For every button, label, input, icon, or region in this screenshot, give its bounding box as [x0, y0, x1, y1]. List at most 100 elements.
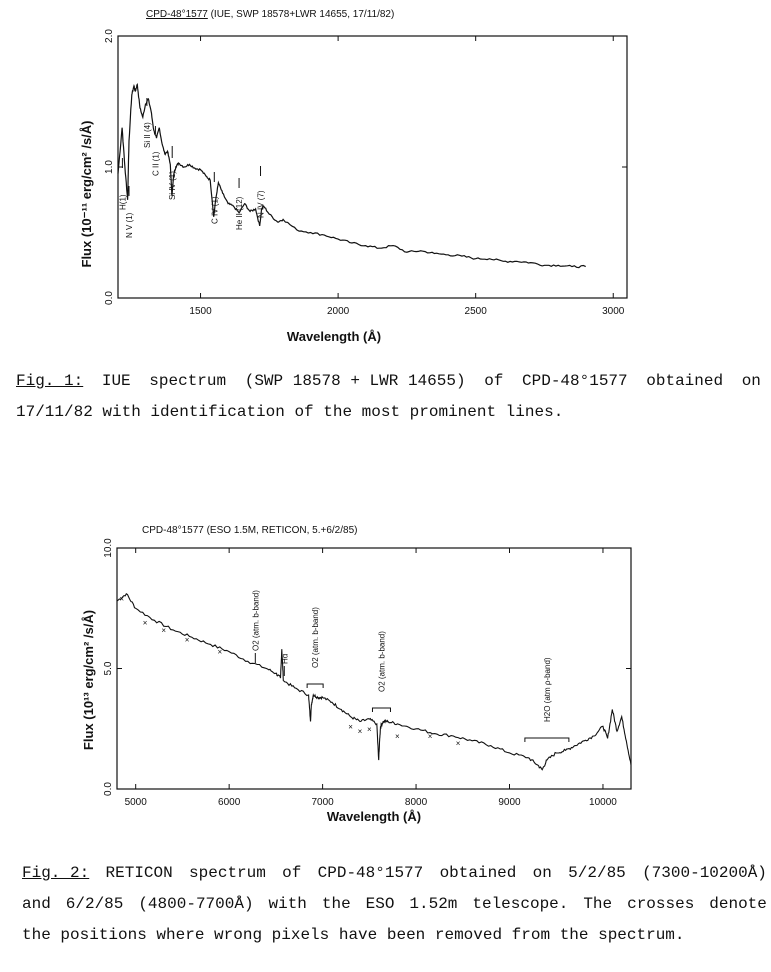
x-tick-label: 3000	[602, 306, 625, 317]
removed-pixel-cross: ×	[161, 626, 166, 635]
line-id-label: N V (1)	[125, 212, 134, 238]
fig2-title: CPD-48°1577 (ESO 1.5M, RETICON, 5.+6/2/8…	[142, 525, 357, 536]
line-id-label: Si II (4)	[143, 122, 152, 148]
line-id: N V (1)	[125, 186, 134, 238]
band-annotation: O2 (atm. b-band)	[251, 590, 260, 663]
caption-word: spectrum	[189, 864, 266, 882]
caption-word: obtained	[646, 372, 724, 390]
fig2-ticks: 5000 6000 7000 8000 9000 10000 0.0 5.0 10.0	[103, 538, 631, 808]
caption-word: IUE	[101, 372, 131, 390]
fig1-ticks: 1500 2000 2500 3000 0.0 1.0 2.0	[104, 29, 627, 317]
y-tick-label: 0.0	[103, 782, 114, 796]
band-annotation: H2O (atm ρ-band)	[524, 657, 570, 742]
x-tick-label: 2500	[465, 306, 488, 317]
x-tick-label: 7000	[311, 797, 334, 808]
band-label: Hα	[280, 653, 289, 664]
x-tick-label: 5000	[125, 797, 148, 808]
removed-pixel-cross: ×	[428, 732, 433, 741]
removed-pixel-cross: ×	[367, 725, 372, 734]
x-tick-label: 10000	[589, 797, 617, 808]
caption-word: telescope.	[472, 895, 569, 913]
caption-word: CPD-48°1577	[522, 372, 628, 390]
line-id: He II (12)	[235, 178, 244, 230]
line-id: Si IV (1)	[168, 146, 177, 200]
fig1-caption: Fig. 1: IUE spectrum (SWP 18578 + LWR 14…	[16, 366, 761, 428]
fig2-plot-frame	[116, 547, 632, 790]
caption-word: of	[282, 864, 302, 882]
caption-word: The	[583, 895, 613, 913]
fig2-caption: Fig. 2: RETICON spectrum of CPD-48°1577 …	[22, 858, 767, 951]
fig2-caption-label: Fig. 2:	[22, 864, 90, 882]
caption-word: with	[268, 895, 307, 913]
fig1-caption-label: Fig. 1:	[16, 372, 84, 390]
x-tick-label: 2000	[327, 306, 350, 317]
line-id: C IV (1)	[210, 172, 219, 224]
band-label: O2 (atm. b-band)	[311, 607, 320, 668]
band-bracket	[306, 683, 324, 688]
y-tick-label: 1.0	[104, 160, 115, 174]
removed-pixel-cross: ×	[143, 619, 148, 628]
band-annotation: O2 (atm. b-band)	[306, 607, 324, 688]
figure-2: CPD-48°1577 (ESO 1.5M, RETICON, 5.+6/2/8…	[81, 525, 632, 824]
fig1-ylabel: Flux (10⁻¹¹ erg/cm² /s/Å)	[79, 121, 94, 268]
caption-word: ESO	[365, 895, 395, 913]
removed-pixel-cross: ×	[358, 727, 363, 736]
caption-word: denote	[709, 895, 767, 913]
caption-word: crosses	[627, 895, 695, 913]
fig2-caption-line-3: the positions where wrong pixels have be…	[22, 926, 685, 944]
line-id-label: C IV (1)	[210, 196, 219, 224]
caption-word: on	[741, 372, 761, 390]
fig2-xlabel: Wavelength (Å)	[327, 809, 421, 824]
x-tick-label: 8000	[405, 797, 428, 808]
band-annotation: Hα	[280, 653, 289, 676]
line-id-label: N IV (7)	[257, 190, 266, 218]
fig2-ylabel: Flux (10¹³ erg/cm² /s/Å)	[81, 610, 96, 750]
fig2-caption-line-2: and 6/2/85 (4800-7700Å) with the ESO 1.5…	[22, 889, 767, 920]
removed-pixel-cross: ×	[456, 739, 461, 748]
line-id-label: H(1)	[118, 194, 127, 210]
caption-word: and	[22, 895, 51, 913]
caption-word: obtained	[439, 864, 517, 882]
removed-pixel-cross: ×	[119, 595, 124, 604]
x-tick-label: 6000	[218, 797, 241, 808]
line-id: C II (1)	[151, 126, 160, 176]
band-bracket	[524, 737, 570, 742]
caption-word: (SWP 18578 + LWR 14655)	[244, 372, 466, 390]
band-annotation: O2 (atm. b-band)	[371, 631, 391, 712]
y-tick-label: 2.0	[104, 29, 115, 43]
fig1-caption-line-2: 17/11/82 with identification of the most…	[16, 403, 564, 421]
line-id: N IV (7)	[257, 166, 266, 218]
fig2-band-annotations: O2 (atm. b-band) Hα O2 (atm. b-band) O2 (at…	[251, 590, 570, 742]
y-tick-label: 0.0	[104, 291, 115, 305]
caption-word: 6/2/85	[65, 895, 124, 913]
x-tick-label: 9000	[498, 797, 521, 808]
line-id-label: He II (12)	[235, 196, 244, 230]
fig2-spectrum-line	[116, 593, 632, 771]
caption-word: RETICON	[105, 864, 173, 882]
fig1-plot-frame	[117, 35, 628, 299]
fig1-title: CPD-48°1577 (IUE, SWP 18578+LWR 14655, 1…	[146, 9, 394, 20]
y-tick-label: 10.0	[103, 538, 114, 558]
removed-pixel-cross: ×	[348, 722, 353, 731]
caption-word: 1.52m	[409, 895, 458, 913]
fig2-crosses: × × × × × × × × × × ×	[119, 595, 460, 749]
fig1-line-identifications: N V (1) H(1) Si II (4) C II (1) Si IV (1) C I…	[118, 98, 266, 238]
band-label: H2O (atm ρ-band)	[543, 657, 552, 722]
caption-word: the	[321, 895, 351, 913]
fig1-caption-line-1: Fig. 1: IUE spectrum (SWP 18578 + LWR 14…	[16, 366, 761, 397]
fig1-xlabel: Wavelength (Å)	[287, 329, 381, 344]
caption-word: on	[532, 864, 552, 882]
caption-word: (4800-7700Å)	[138, 895, 254, 913]
x-tick-label: 1500	[189, 306, 212, 317]
caption-word: of	[484, 372, 504, 390]
band-label: O2 (atm. b-band)	[377, 631, 386, 692]
removed-pixel-cross: ×	[217, 648, 222, 657]
caption-word: spectrum	[149, 372, 227, 390]
fig1-spectrum-line	[117, 82, 586, 269]
line-id: Si II (4)	[143, 98, 152, 148]
figure-1: CPD-48°1577 (IUE, SWP 18578+LWR 14655, 1…	[79, 9, 628, 344]
removed-pixel-cross: ×	[185, 636, 190, 645]
band-label: O2 (atm. b-band)	[251, 590, 260, 651]
removed-pixel-cross: ×	[395, 732, 400, 741]
